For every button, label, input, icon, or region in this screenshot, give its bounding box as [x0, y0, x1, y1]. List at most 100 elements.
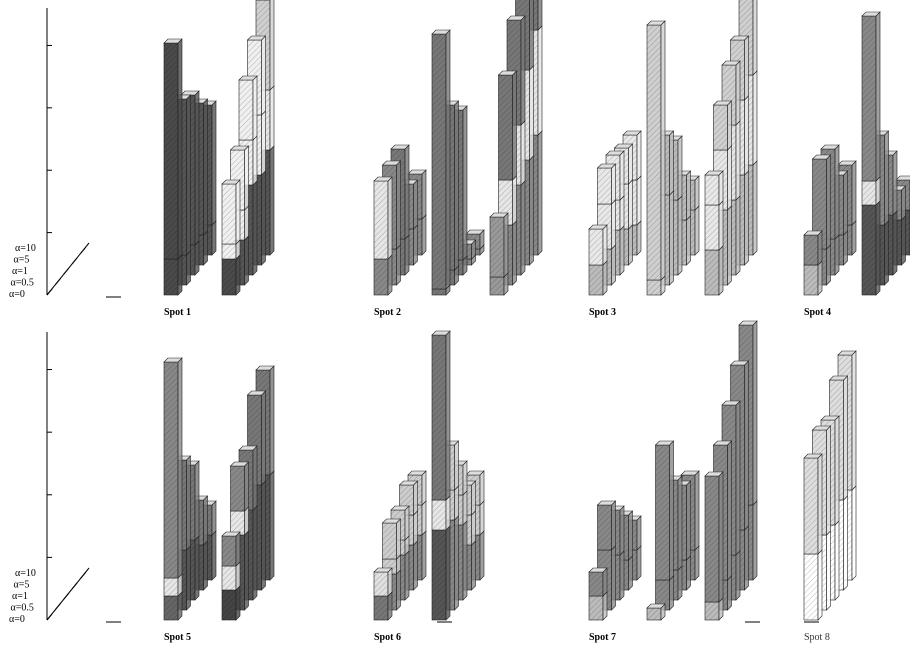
bar-hatch: [589, 229, 603, 265]
bar-top: [828, 375, 849, 381]
bar-side: [834, 144, 840, 240]
bar-side: [177, 357, 183, 579]
depth-tick: [46, 613, 53, 621]
bar-side: [727, 440, 732, 581]
bar-side: [744, 95, 749, 176]
bar-side: [694, 470, 700, 551]
bar-side: [396, 569, 401, 611]
bar-side: [203, 98, 208, 236]
bar-side: [413, 224, 418, 266]
bar-hatch: [705, 205, 719, 250]
bar-side: [186, 250, 191, 286]
bar-side: [636, 130, 642, 181]
bar-side: [735, 400, 741, 556]
bar-side: [611, 244, 616, 286]
bar-side: [843, 230, 848, 266]
bar-hatch: [705, 250, 719, 295]
bar-side: [462, 520, 468, 601]
bar-top: [704, 471, 724, 477]
bar-side: [261, 110, 266, 176]
bar-hatch: [164, 259, 178, 295]
bar-top: [381, 160, 402, 166]
bar-side: [817, 230, 823, 266]
bar-hatch: [164, 362, 178, 578]
depth-tick: [71, 582, 78, 590]
bar-side: [826, 530, 831, 611]
bar-side: [611, 500, 616, 551]
bar-side: [636, 220, 642, 256]
bar-hatch: [705, 476, 719, 602]
bar-top: [721, 60, 741, 66]
bar-hatch: [222, 590, 236, 620]
bar-top: [803, 453, 823, 459]
bar-side: [694, 545, 700, 581]
bar-side: [669, 575, 674, 611]
bar-side: [875, 11, 881, 182]
bar-side: [479, 470, 485, 506]
bar-side: [261, 480, 266, 591]
bar-side: [454, 100, 459, 271]
bar-hatch: [705, 175, 719, 205]
bar-hatch: [862, 181, 876, 205]
bar-side: [817, 260, 823, 296]
bar-side: [512, 220, 517, 286]
bar-top: [373, 176, 393, 182]
bar-top: [837, 160, 857, 166]
bar-side: [529, 155, 534, 266]
bar-side: [727, 205, 732, 286]
bar-side: [177, 254, 183, 296]
depth-tick: [63, 592, 70, 600]
bar-side: [252, 135, 258, 186]
bar-side: [404, 550, 410, 601]
bar-side: [826, 425, 831, 536]
bar-side: [817, 453, 823, 555]
bar-top: [489, 212, 509, 218]
bar-hatch: [432, 335, 446, 500]
bar-side: [718, 170, 724, 206]
bar-side: [203, 230, 208, 266]
bar-hatch: [432, 500, 446, 530]
bar-side: [537, 25, 543, 136]
bar-side: [628, 555, 633, 591]
bar-side: [396, 244, 401, 286]
bar-side: [677, 195, 683, 276]
bar-side: [744, 35, 749, 101]
bar-side: [194, 240, 200, 276]
bar-side: [387, 176, 393, 260]
bar-side: [421, 470, 427, 506]
bar-top: [622, 130, 642, 136]
bar-side: [445, 330, 451, 501]
bar-side: [479, 530, 485, 581]
bar-side: [252, 180, 258, 276]
bar-side: [901, 185, 906, 221]
bar-hatch: [804, 265, 818, 295]
bar-hatch: [432, 289, 446, 295]
bar-side: [686, 215, 691, 266]
bar-top: [246, 390, 267, 396]
depth-tick: [46, 288, 53, 296]
bar-side: [261, 170, 266, 266]
bar-side: [261, 35, 266, 116]
bar-side: [735, 120, 741, 201]
bar-side: [851, 160, 857, 226]
depth-tick: [55, 603, 61, 610]
bar-hatch: [222, 566, 236, 590]
bar-side: [727, 145, 732, 211]
bar-side: [235, 254, 241, 296]
bar-side: [186, 545, 191, 611]
depth-label: α=0: [9, 289, 25, 300]
panel-label: Spot 8: [804, 632, 830, 643]
bar-hatch: [230, 511, 245, 535]
bar-side: [694, 175, 700, 211]
depth-tick: [80, 572, 86, 579]
bar-side: [194, 90, 200, 246]
bar-top: [381, 518, 402, 524]
bar-hatch: [862, 205, 876, 295]
bar-side: [628, 143, 633, 185]
panel-label: Spot 2: [374, 307, 401, 318]
bar-side: [203, 540, 208, 591]
bar-side: [628, 510, 633, 561]
bar-top: [238, 445, 258, 451]
bar-top: [729, 360, 750, 366]
bar-side: [244, 205, 249, 241]
